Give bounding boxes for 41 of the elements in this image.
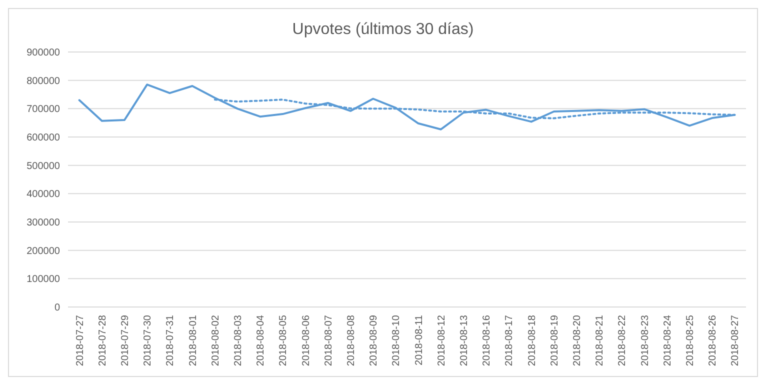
x-tick-label: 2018-08-20 — [572, 314, 583, 366]
x-tick-label: 2018-08-02 — [210, 314, 222, 366]
y-tick-label: 300000 — [26, 218, 60, 228]
y-tick-label: 100000 — [26, 274, 60, 286]
x-tick-label: 2018-08-22 — [617, 314, 628, 366]
x-tick-label: 2018-08-18 — [526, 314, 538, 366]
y-tick-label: 700000 — [26, 104, 60, 116]
x-tick-label: 2018-08-06 — [300, 314, 312, 366]
y-tick-label: 500000 — [26, 160, 60, 172]
x-tick-label: 2018-07-27 — [74, 314, 86, 366]
x-tick-label: 2018-08-26 — [708, 314, 719, 366]
x-tick-label: 2018-08-16 — [482, 314, 493, 366]
x-tick-label: 2018-08-25 — [685, 314, 696, 366]
x-tick-label: 2018-08-10 — [391, 314, 402, 366]
x-tick-label: 2018-07-29 — [120, 314, 131, 366]
x-tick-label: 2018-08-01 — [188, 314, 199, 366]
y-tick-label: 800000 — [26, 76, 60, 87]
x-tick-label: 2018-07-31 — [165, 314, 176, 366]
x-tick-label: 2018-08-11 — [414, 314, 425, 366]
x-tick-label: 2018-08-09 — [368, 314, 380, 366]
x-tick-label: 2018-08-12 — [436, 314, 448, 366]
x-tick-label: 2018-08-17 — [504, 314, 516, 366]
x-tick-label: 2018-08-24 — [662, 314, 674, 366]
x-tick-label: 2018-08-04 — [256, 314, 267, 366]
x-tick-label: 2018-08-03 — [233, 314, 244, 366]
y-tick-label: 400000 — [26, 189, 60, 200]
x-tick-label: 2018-08-07 — [323, 314, 334, 366]
y-tick-label: 200000 — [26, 246, 60, 257]
x-tick-label: 2018-08-13 — [459, 314, 470, 366]
y-tick-label: 600000 — [26, 132, 60, 144]
x-tick-label: 2018-08-27 — [730, 314, 742, 366]
x-tick-label: 2018-08-19 — [549, 314, 560, 366]
y-tick-label: 900000 — [26, 48, 60, 58]
x-tick-label: 2018-08-05 — [278, 314, 290, 366]
x-tick-label: 2018-08-23 — [640, 314, 651, 366]
chart-title: Upvotes (últimos 30 días) — [292, 21, 474, 38]
y-tick-label: 0 — [54, 302, 60, 314]
x-tick-label: 2018-08-21 — [594, 314, 606, 366]
x-tick-label: 2018-07-28 — [97, 314, 108, 366]
x-tick-label: 2018-07-30 — [142, 314, 154, 366]
x-tick-label: 2018-08-08 — [346, 314, 357, 366]
